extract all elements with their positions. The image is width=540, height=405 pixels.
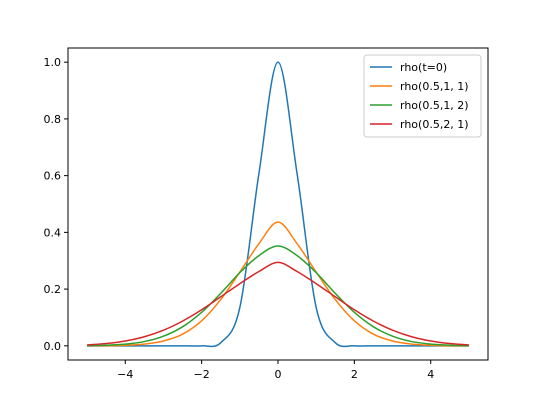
series-line-4: [87, 261, 469, 346]
legend-label-4: rho(0.5,2, 1): [400, 118, 469, 131]
x-tick-label: 4: [427, 368, 434, 381]
x-tick-label: −2: [194, 368, 210, 381]
y-tick-label: 1.0: [44, 56, 62, 69]
y-tick-label: 0.4: [44, 226, 62, 239]
series-line-2: [87, 221, 469, 347]
legend-box: [363, 54, 482, 138]
axis-layer: −4 −2 0 2 4 0.0 0.2 0.4 0.6 0.8 1.0: [44, 56, 435, 381]
series-line-1: [87, 61, 469, 348]
y-tick-label: 0.0: [44, 340, 62, 353]
x-tick-label: −4: [117, 368, 133, 381]
legend: rho(t=0) rho(0.5,1, 1) rho(0.5,1, 2) rho(0.…: [363, 54, 482, 138]
legend-label-3: rho(0.5,1, 2): [400, 99, 469, 112]
legend-label-2: rho(0.5,1, 1): [400, 80, 469, 93]
y-tick-label: 0.6: [44, 170, 62, 183]
series-line-3: [87, 245, 469, 347]
series-layer: [87, 61, 469, 348]
x-tick-label: 0: [275, 368, 282, 381]
y-tick-label: 0.8: [44, 113, 62, 126]
x-tick-label: 2: [351, 368, 358, 381]
y-tick-label: 0.2: [44, 283, 62, 296]
legend-label-1: rho(t=0): [400, 61, 447, 74]
